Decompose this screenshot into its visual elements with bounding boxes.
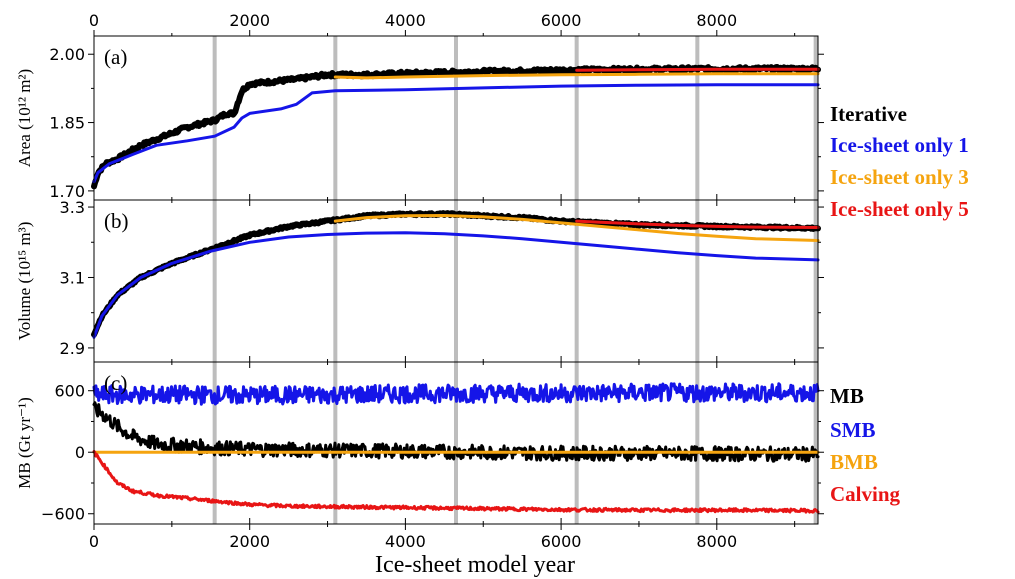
y-tick-label: 2.00 [49,45,85,64]
legend-ice-sheet-only-3: Ice-sheet only 3 [830,165,969,189]
x-tick-label-bottom: 4000 [385,532,426,551]
plot-frame [93,361,819,525]
restart-band [454,36,458,200]
x-tick-label-bottom: 8000 [696,532,737,551]
y-axis-label: Area (10¹² m²) [15,69,34,167]
series-line-ice-sheet-only-5 [575,67,820,72]
y-tick-label: 0 [75,443,85,462]
legend-smb: SMB [830,418,876,442]
series-line-ice-sheet-only-3 [333,72,820,80]
y-tick-label: 1.70 [49,182,85,201]
series-line-ice-sheet-only-3 [333,214,820,242]
panel-label: (b) [104,209,129,233]
restart-band [695,362,700,524]
restart-band [574,362,579,524]
restart-band [212,362,217,524]
legend-ice-sheet-only-1: Ice-sheet only 1 [830,133,969,157]
x-axis-label: Ice-sheet model year [375,552,575,578]
x-tick-label-top: 2000 [229,11,270,30]
legend-top: Iterative Ice-sheet only 1 Ice-sheet onl… [830,102,969,221]
restart-band [695,36,700,200]
restart-band [813,36,818,200]
x-tick-label-bottom: 0 [89,532,99,551]
restart-band [574,36,579,200]
y-tick-label: 3.3 [60,198,85,217]
y-tick-label: −600 [41,505,85,524]
x-tick-label-top: 8000 [696,11,737,30]
restart-band [454,362,458,524]
y-axis-label: MB (Gt yr⁻¹) [15,397,34,489]
restart-band [574,200,579,362]
panel-1: 2.9 3.1 3.3 (b) Volume (10¹⁵ m³) [15,198,824,363]
series-line-ice-sheet-only-5 [575,219,820,229]
series-line-ice-sheet-only-1 [92,231,820,339]
x-tick-label-top: 4000 [385,11,426,30]
x-tick-label-bottom: 2000 [229,532,270,551]
series-line-calving [92,450,820,514]
y-tick-label: 600 [54,382,85,401]
legend-ice-sheet-only-5: Ice-sheet only 5 [830,197,969,221]
y-tick-label: 3.1 [60,268,85,287]
legend-calving: Calving [830,482,901,506]
y-tick-label: 2.9 [60,339,85,358]
x-tick-label-top: 6000 [541,11,582,30]
legend-iterative: Iterative [830,102,907,126]
legend-bmb: BMB [830,450,878,474]
series-line-ice-sheet-only-1 [92,83,820,184]
restart-band [813,200,818,362]
legend-bottom: MB SMB BMB Calving [830,384,901,506]
restart-band [333,36,338,200]
restart-band [212,200,217,362]
restart-band [813,362,818,524]
y-tick-label: 1.85 [49,114,85,133]
x-tick-label-bottom: 6000 [541,532,582,551]
restart-band [454,200,458,362]
panel-0: 1.70 1.85 2.00 (a) Area (10¹² m²) 0 2000 4000 60… [15,11,824,201]
panel-label: (a) [104,45,127,69]
restart-band [333,200,338,362]
restart-band [695,200,700,362]
x-tick-label-top: 0 [89,11,99,30]
panel-label: (c) [104,371,127,395]
series-line-smb [92,382,820,406]
y-axis-label: Volume (10¹⁵ m³) [15,222,34,341]
legend-mb: MB [830,384,864,408]
